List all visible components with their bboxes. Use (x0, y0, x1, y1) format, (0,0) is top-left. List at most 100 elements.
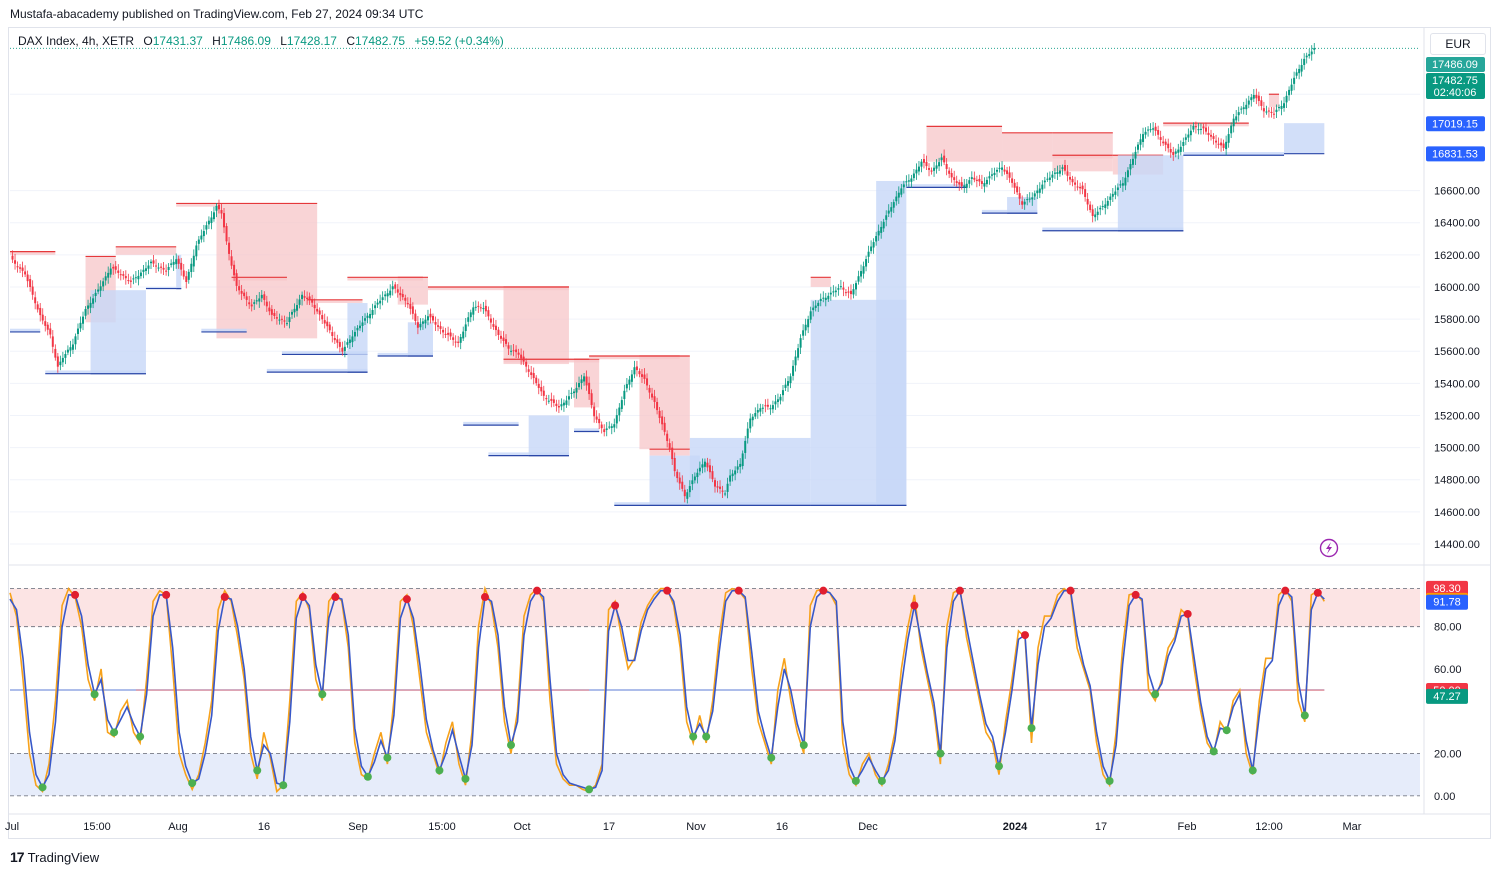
candle (817, 300, 820, 312)
candle (1031, 192, 1034, 206)
tradingview-logo[interactable]: 17 TradingView (10, 849, 99, 865)
candle (318, 307, 321, 321)
candle (1091, 204, 1094, 223)
candle-body (1280, 105, 1283, 109)
candle (424, 314, 427, 329)
high-label: H (212, 34, 221, 48)
candle-body (1197, 129, 1200, 131)
candle-body (847, 291, 850, 293)
candle (79, 316, 82, 332)
candle (454, 335, 457, 348)
candle-body (1240, 108, 1243, 110)
candle (734, 466, 737, 481)
candle (353, 326, 356, 342)
candle (1053, 168, 1056, 179)
candle (822, 291, 825, 303)
candle (560, 398, 563, 411)
candle (968, 176, 971, 189)
candle (666, 430, 669, 448)
candle-body (1104, 204, 1107, 209)
candle (794, 350, 797, 372)
candle (784, 378, 787, 391)
candle-body (958, 182, 961, 185)
candle (522, 350, 525, 366)
candle-body (872, 242, 875, 248)
candle (351, 330, 354, 348)
candle-body (797, 348, 800, 358)
candle (127, 273, 130, 285)
candle (1217, 137, 1220, 149)
candle (14, 253, 17, 270)
candle (437, 318, 440, 332)
resistance-zone (1052, 155, 1113, 159)
candle-body (1187, 134, 1190, 138)
price-tag-label: 16831.53 (1432, 148, 1478, 160)
candle-body (663, 422, 666, 432)
candle (807, 315, 810, 334)
candle (1137, 141, 1139, 154)
time-tick-label: 17 (603, 821, 615, 833)
support-zone (1117, 155, 1184, 231)
candle (925, 155, 928, 171)
candle (671, 441, 674, 465)
candle (628, 375, 631, 391)
candle-body (44, 321, 47, 326)
candle-body (983, 183, 986, 187)
candle-body (1290, 84, 1293, 91)
candle (610, 423, 613, 435)
candle-body (590, 393, 593, 406)
candle-body (862, 266, 865, 274)
candle (570, 387, 573, 399)
candle (59, 355, 62, 371)
symbol-name[interactable]: DAX Index, 4h, XETR (18, 34, 135, 48)
candle-body (71, 344, 74, 350)
candle-body (834, 290, 837, 293)
currency-button[interactable]: EUR (1430, 33, 1486, 55)
candle (683, 484, 686, 503)
candle-body (406, 303, 409, 305)
candle-body (416, 322, 419, 328)
stoch-buy-marker (799, 741, 808, 750)
candle-body (651, 393, 654, 398)
candle (346, 338, 349, 348)
time-tick-label: 12:00 (1255, 821, 1283, 833)
candle (313, 298, 316, 315)
candle (202, 224, 205, 243)
candle-body (326, 321, 329, 327)
time-axis: Jul 15:00 Aug 16 Sep 15:00 Oct 17 Nov 16 Dec 2024 17… (5, 821, 1362, 833)
candle-body (464, 324, 467, 332)
candle (371, 303, 374, 319)
candle-body (860, 271, 863, 277)
candle-body (802, 330, 805, 336)
candle (172, 255, 175, 271)
candle (381, 291, 384, 306)
candle-body (24, 271, 27, 275)
candle (857, 270, 860, 285)
candle (922, 153, 925, 169)
candle (492, 317, 495, 330)
candle (965, 179, 968, 194)
candle-body (766, 404, 769, 407)
support-zone (377, 352, 433, 357)
candle-body (525, 361, 528, 367)
candle-body (34, 297, 37, 304)
candle (1245, 98, 1248, 116)
support-zone (145, 286, 182, 289)
candle-body (21, 267, 24, 271)
candle (1124, 171, 1127, 191)
stoch-tick-label: 0.00 (1434, 791, 1455, 803)
candle (797, 343, 800, 361)
candle (721, 485, 724, 498)
candle (970, 171, 973, 186)
candle (477, 301, 480, 313)
stoch-buy-marker (136, 732, 145, 741)
stoch-sell-marker (298, 593, 307, 602)
candle (238, 280, 241, 295)
candle-body (532, 373, 535, 379)
candle-body (515, 349, 518, 353)
candle-body (1230, 125, 1233, 134)
candle-body (507, 345, 510, 349)
stoch-sell-marker (1281, 586, 1290, 595)
stoch-buy-marker (110, 728, 119, 737)
